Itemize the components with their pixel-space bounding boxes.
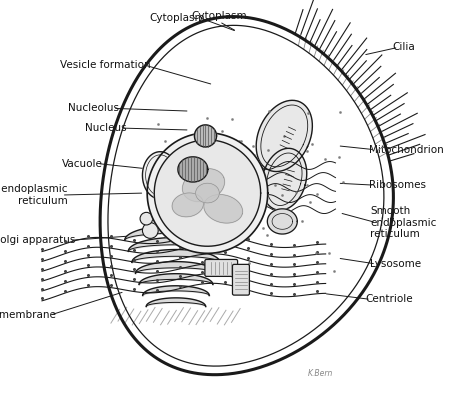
FancyBboxPatch shape [232,264,249,295]
Text: Nucleus: Nucleus [85,123,127,133]
Polygon shape [204,195,243,223]
Text: Smooth
endoplasmic
reticulum: Smooth endoplasmic reticulum [370,206,437,239]
Polygon shape [172,193,203,217]
Polygon shape [147,133,268,253]
Polygon shape [267,209,297,234]
Text: Plasma membrane: Plasma membrane [0,310,56,320]
Text: Lysosome: Lysosome [370,259,421,269]
Text: Vesicle formation: Vesicle formation [60,60,150,70]
Circle shape [196,213,208,225]
Text: Ribosomes: Ribosomes [369,180,426,190]
Circle shape [140,212,153,225]
Polygon shape [178,157,208,182]
Text: Cytoplasm: Cytoplasm [150,13,206,23]
Polygon shape [194,125,217,147]
Polygon shape [100,17,393,375]
Polygon shape [262,148,307,210]
Text: Nucleolus: Nucleolus [68,103,119,113]
Text: Mitochondrion: Mitochondrion [369,145,444,155]
Text: K.Bern: K.Bern [308,369,333,378]
Polygon shape [182,169,225,202]
Text: Cilia: Cilia [392,42,415,52]
Circle shape [189,223,203,238]
Polygon shape [196,183,219,203]
Polygon shape [143,152,178,199]
Polygon shape [154,140,261,246]
Text: Golgi apparatus: Golgi apparatus [0,235,75,245]
Circle shape [143,223,158,238]
Text: Cytoplasm: Cytoplasm [191,11,247,21]
Text: Rough endoplasmic
reticulum: Rough endoplasmic reticulum [0,184,68,206]
Text: Vacuole: Vacuole [62,158,103,169]
Text: Centriole: Centriole [365,294,413,305]
Polygon shape [256,100,312,171]
FancyBboxPatch shape [205,260,237,277]
